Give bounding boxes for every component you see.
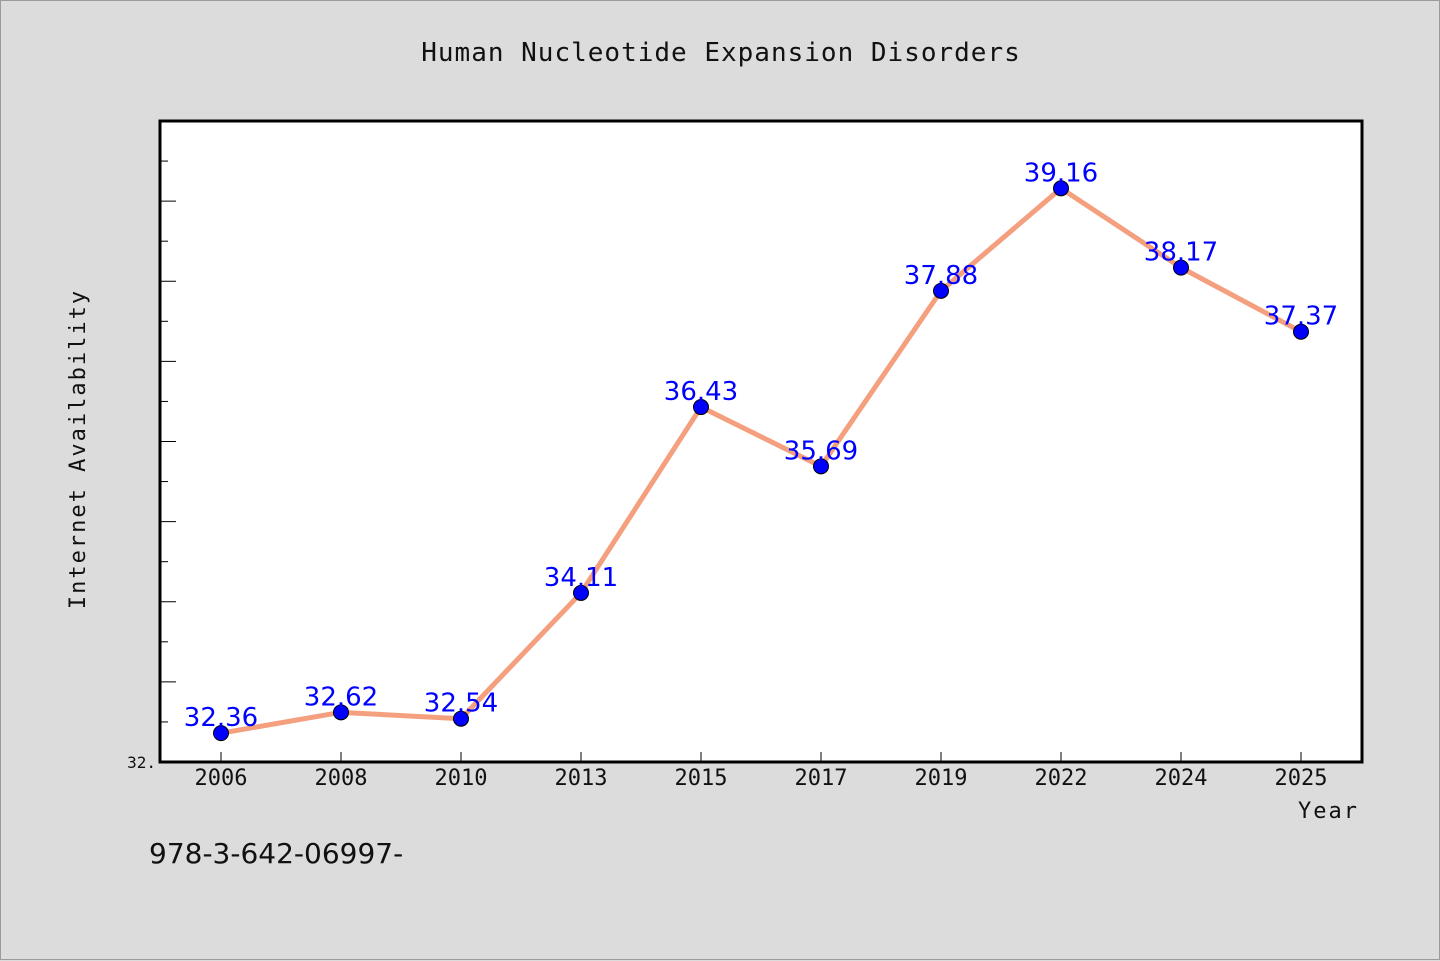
data-label: 34.11 — [544, 563, 618, 593]
y-axis-ticks — [160, 120, 176, 763]
x-tick-label: 2015 — [675, 766, 728, 791]
data-point — [1173, 259, 1189, 276]
data-point — [933, 282, 949, 299]
data-label: 32.36 — [184, 703, 258, 733]
series-layer: 32.36 32.62 32.54 34.11 36.43 35.69 37.88 39.16… — [184, 158, 1338, 742]
data-label: 37.37 — [1264, 302, 1338, 332]
x-tick-label: 2024 — [1155, 766, 1208, 791]
data-point — [813, 458, 829, 475]
data-point — [453, 710, 469, 727]
x-tick-label: 2022 — [1035, 766, 1088, 791]
data-label: 35.69 — [784, 436, 858, 466]
data-point — [573, 584, 589, 601]
y-axis-label: Internet Availability — [66, 289, 91, 609]
x-tick-label: 2006 — [195, 766, 248, 791]
y-tick-label: 32. — [127, 753, 156, 772]
data-label: 37.88 — [904, 261, 978, 291]
data-point — [1053, 180, 1069, 197]
data-label: 32.62 — [304, 682, 378, 712]
data-point — [693, 399, 709, 416]
data-label: 38.17 — [1144, 238, 1218, 268]
series-line — [218, 185, 1304, 736]
data-label: 36.43 — [664, 377, 738, 407]
x-axis-label: Year — [1298, 799, 1359, 824]
x-tick-label: 2025 — [1275, 766, 1328, 791]
x-tick-label: 2008 — [315, 766, 368, 791]
x-tick-label: 2017 — [795, 766, 848, 791]
x-tick-label: 2019 — [915, 766, 968, 791]
x-axis-ticks: 2006 2008 2010 2013 2015 2017 2019 2022 2024 2025 — [195, 752, 1328, 791]
data-point — [213, 725, 229, 742]
data-label: 32.54 — [424, 689, 498, 719]
data-label: 39.16 — [1024, 158, 1098, 188]
x-tick-label: 2013 — [555, 766, 608, 791]
data-point — [1293, 323, 1309, 340]
footer-code: 978-3-642-06997- — [149, 837, 403, 870]
chart-title: Human Nucleotide Expansion Disorders — [421, 38, 1021, 68]
plot-area — [158, 119, 1364, 764]
data-point — [333, 704, 349, 721]
x-tick-label: 2010 — [435, 766, 488, 791]
